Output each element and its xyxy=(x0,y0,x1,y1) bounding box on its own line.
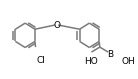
Text: HO: HO xyxy=(85,57,98,66)
Text: OH: OH xyxy=(121,57,135,66)
Text: O: O xyxy=(53,21,60,30)
Text: B: B xyxy=(107,50,113,59)
Text: Cl: Cl xyxy=(37,56,46,65)
